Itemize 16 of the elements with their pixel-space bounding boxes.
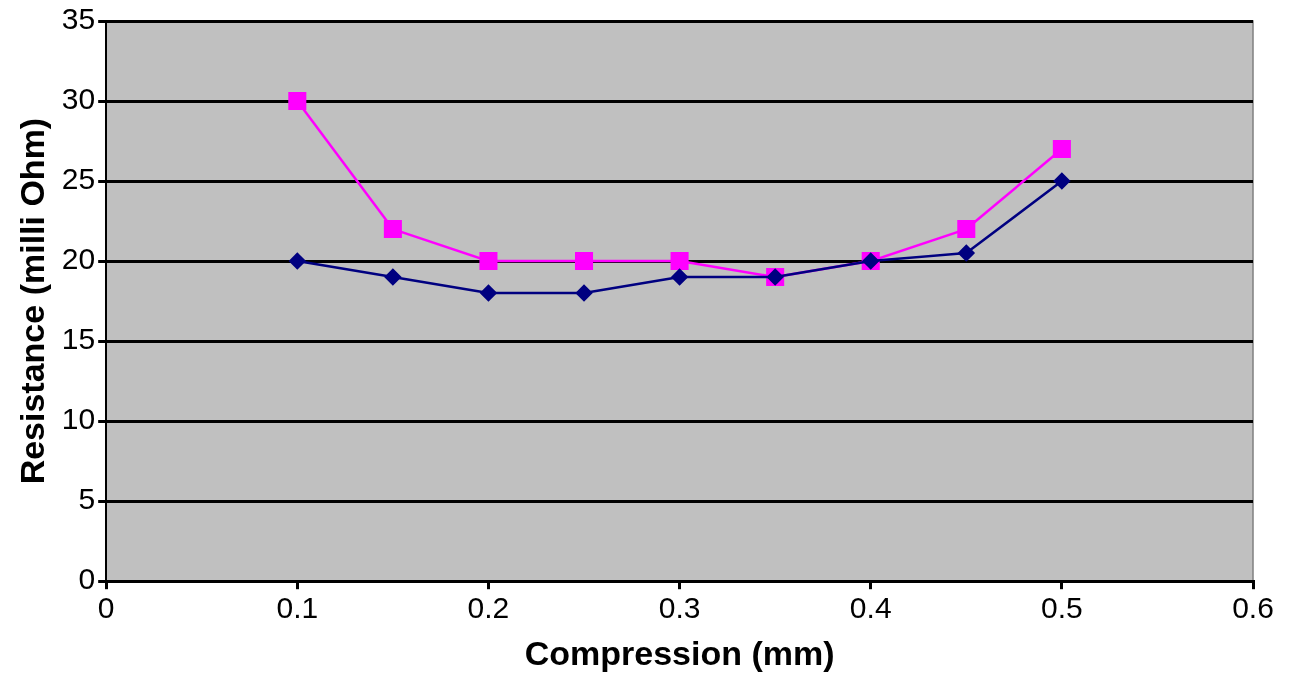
y-tick-label: 10 <box>61 402 96 436</box>
y-tick-label: 25 <box>61 162 96 196</box>
y-axis-title: Resistance (milli Ohm) <box>12 117 51 485</box>
x-tick-label: 0.6 <box>1232 591 1274 625</box>
y-tick-label: 20 <box>61 242 96 276</box>
y-tick-label: 5 <box>78 482 96 516</box>
x-tick-label: 0.3 <box>658 591 701 625</box>
x-tick-label: 0.1 <box>276 591 319 625</box>
x-tick-label: 0.2 <box>467 591 510 625</box>
y-tick-label: 15 <box>61 322 96 356</box>
y-tick-label: 30 <box>61 82 96 116</box>
y-tick-label: 35 <box>61 2 96 36</box>
x-axis-title: Compression (mm) <box>524 633 835 672</box>
x-tick-label: 0.5 <box>1041 591 1083 625</box>
y-tick-label: 0 <box>78 562 96 596</box>
x-tick-label: 0.4 <box>849 591 892 625</box>
